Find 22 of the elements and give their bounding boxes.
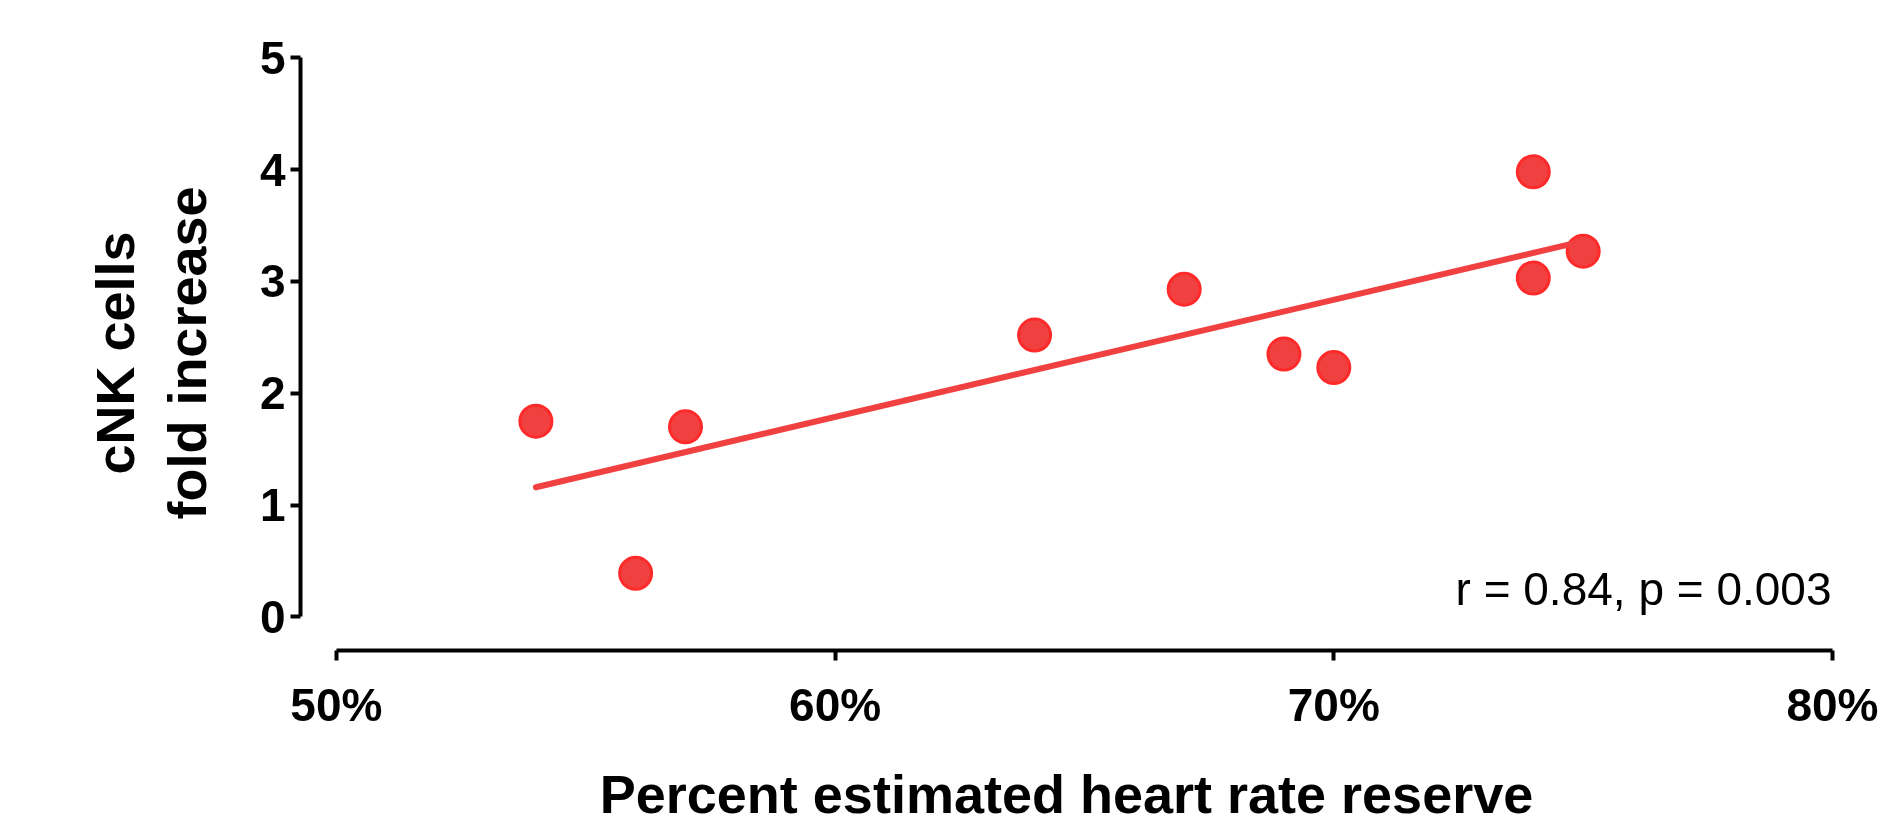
point <box>667 409 703 445</box>
y-tick-label: 1 <box>259 479 286 532</box>
y-axis-title: cNK cells fold increase <box>84 186 217 520</box>
point <box>1266 336 1302 372</box>
y-tick-label: 3 <box>259 255 286 308</box>
annotation: r = 0.84, p = 0.003 <box>1455 562 1832 615</box>
x-tick-label: 70% <box>1287 678 1380 731</box>
y-tick-label: 4 <box>259 143 286 196</box>
point <box>1316 350 1352 386</box>
point <box>1515 260 1551 296</box>
point <box>1017 317 1053 353</box>
point <box>618 555 654 591</box>
x-tick-label: 50% <box>290 678 383 731</box>
point <box>1515 154 1551 190</box>
y-tick-label: 2 <box>259 367 286 420</box>
x-tick-label: 80% <box>1786 678 1879 731</box>
y-tick-label: 5 <box>259 31 286 84</box>
x-tick-label: 60% <box>789 678 882 731</box>
y-tick-label: 0 <box>259 590 286 643</box>
point <box>1166 271 1202 307</box>
x-axis-title: Percent estimated heart rate reserve <box>599 763 1534 824</box>
point <box>518 403 554 439</box>
